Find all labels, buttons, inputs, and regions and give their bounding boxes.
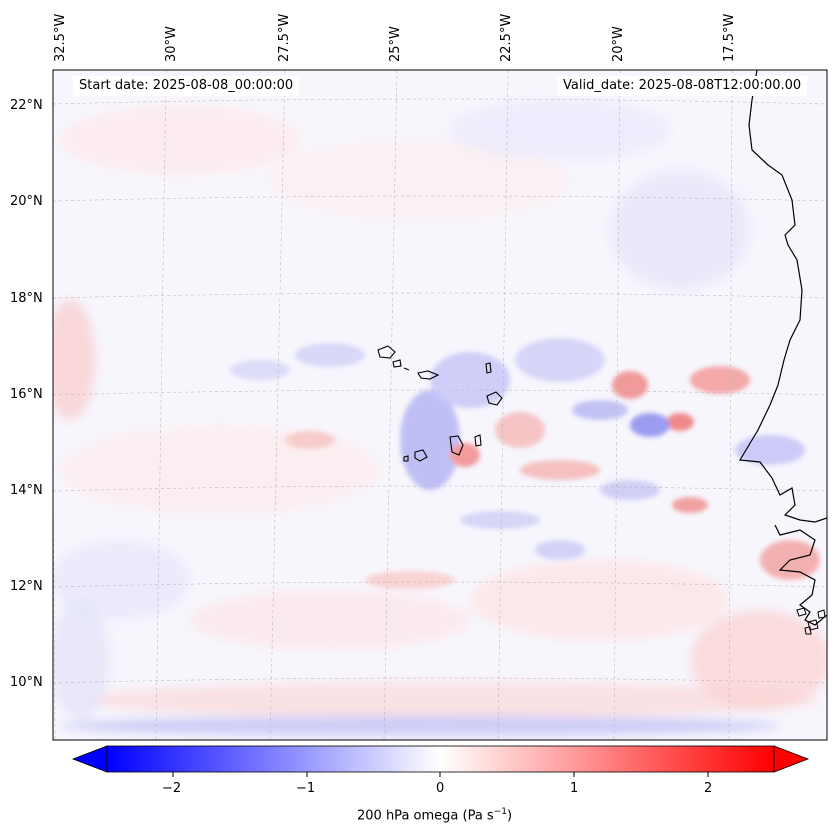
lat-label-20N: 20°N — [10, 194, 43, 209]
lat-label-18N: 18°N — [10, 291, 43, 306]
parallel-22N — [53, 98, 827, 105]
colorbar-tick-label: −2 — [162, 781, 182, 796]
island-sao-nicolau — [417, 370, 440, 380]
colorbar-extend-high — [773, 745, 810, 773]
cape-verde-islands — [377, 345, 503, 462]
lon-label-30W: 30°W — [164, 26, 179, 62]
colorbar-tick-label: 0 — [436, 781, 445, 796]
start-date-label: Start date: 2025-08-08_00:00:00 — [73, 76, 300, 96]
bijagos-islands — [796, 607, 826, 635]
meridian-20W — [613, 70, 621, 740]
parallel-12N — [53, 581, 827, 588]
parallel-14N — [53, 485, 827, 492]
meridian-30W — [155, 70, 167, 740]
lat-label-14N: 14°N — [10, 483, 43, 498]
colorbar-tick-label: −1 — [296, 781, 316, 796]
meridian-25W — [383, 70, 398, 740]
coastline-africa — [738, 70, 827, 626]
island-santiago — [449, 435, 464, 456]
lat-label-16N: 16°N — [10, 387, 43, 402]
colorbar-ticks — [172, 772, 709, 777]
lon-label-22.5W: 22.5°W — [499, 13, 514, 62]
meridian-32.5W — [53, 431, 56, 740]
lat-label-22N: 22°N — [10, 98, 43, 113]
island-brava — [403, 455, 409, 462]
parallel-20N — [53, 195, 827, 202]
island-maio — [474, 434, 482, 447]
colorbar-title-text: 200 hPa omega (Pa s — [357, 808, 494, 824]
map-panel — [53, 70, 827, 740]
omega-field-background — [53, 100, 827, 736]
island-santa-luzia — [403, 367, 410, 371]
island-fogo — [414, 449, 428, 462]
colorbar-tick-label: 2 — [704, 781, 713, 796]
lon-label-17.5W: 17.5°W — [722, 13, 737, 62]
colorbar-title-close: ) — [506, 808, 513, 824]
lon-label-32.5W: 32.5°W — [53, 13, 68, 62]
lat-label-12N: 12°N — [10, 579, 43, 594]
island-sal — [485, 362, 492, 374]
map-frame — [52, 69, 828, 741]
parallel-18N — [53, 292, 827, 299]
colorbar-extend-low — [71, 745, 108, 773]
island-boa-vista — [486, 391, 503, 406]
lon-label-27.5W: 27.5°W — [277, 13, 292, 62]
colorbar-body — [106, 745, 775, 773]
colorbar-title: 200 hPa omega (Pa s−1) — [357, 807, 512, 823]
meridian-27.5W — [269, 70, 286, 740]
colorbar-title-exponent: −1 — [493, 807, 507, 817]
valid-date-label: Valid_date: 2025-08-08T12:00:00.00 — [557, 76, 808, 96]
lon-label-20W: 20°W — [611, 26, 626, 62]
graticule — [53, 70, 827, 740]
meridian-22.5W — [497, 70, 509, 740]
colorbar-tick-label: 1 — [570, 781, 579, 796]
parallel-16N — [53, 389, 827, 396]
meridian-17.5W — [728, 70, 733, 740]
lon-label-25W: 25°W — [388, 26, 403, 62]
parallel-10N — [53, 677, 827, 684]
lat-label-10N: 10°N — [10, 675, 43, 690]
island-santo-antao — [377, 345, 396, 359]
island-sao-vicente — [392, 359, 402, 368]
colorbar — [71, 745, 810, 777]
